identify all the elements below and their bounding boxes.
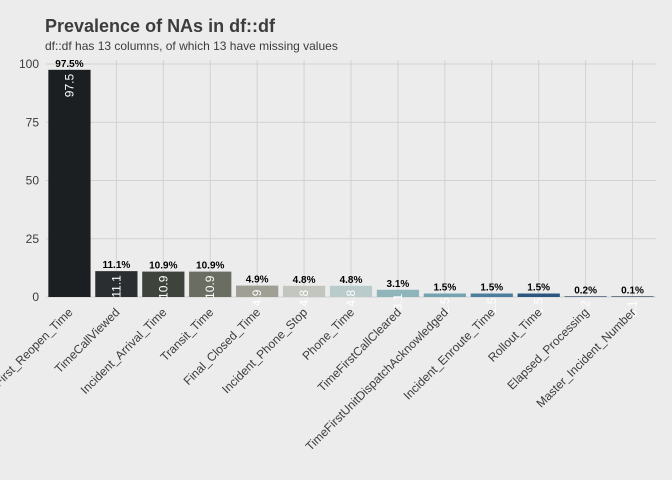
bar [517, 293, 560, 297]
chart-title: Prevalence of NAs in df::df [45, 16, 276, 36]
bar-inner-label: 0.1 [626, 300, 640, 317]
bar-inner-label: 4.9 [250, 289, 264, 306]
bar-inner-label: 0.2 [579, 300, 593, 317]
y-tick-label: 0 [32, 290, 39, 304]
bar-inner-label: 10.9 [203, 275, 217, 299]
bar-value-label: 3.1% [387, 279, 410, 290]
bar-inner-label: 97.5 [62, 74, 76, 98]
y-tick-label: 25 [26, 232, 40, 246]
bar [470, 293, 513, 297]
bar-value-label: 4.8% [340, 275, 363, 286]
bar [564, 296, 607, 297]
bar-value-label: 1.5% [433, 283, 456, 294]
bar-inner-label: 11.1 [109, 275, 123, 298]
bar-inner-label: 4.8 [297, 289, 311, 306]
bar-value-label: 11.1% [102, 260, 130, 271]
bar [236, 285, 279, 297]
bar-value-label: 10.9% [149, 261, 177, 272]
bar-value-label: 10.9% [196, 261, 224, 272]
bar-inner-label: 4.8 [344, 289, 358, 306]
y-tick-label: 75 [26, 115, 40, 129]
chart-subtitle: df::df has 13 columns, of which 13 have … [45, 39, 338, 53]
bar [282, 285, 326, 297]
bar [423, 293, 466, 297]
bars: 97.5 97.5% 11.1 11.1% 10.9 10.9% 10.9 10.9% 4.9 4… [48, 59, 654, 317]
bar-inner-label: 1.5 [438, 297, 452, 314]
bar [189, 271, 232, 297]
bar [329, 285, 373, 297]
bar [376, 289, 420, 297]
bar [48, 69, 91, 297]
bar-inner-label: 1.5 [532, 297, 546, 314]
bar-inner-label: 10.9 [156, 275, 170, 299]
bar [142, 271, 185, 297]
bar-inner-label: 1.5 [485, 297, 499, 314]
y-tick-label: 50 [26, 174, 40, 188]
bar-value-label: 97.5% [55, 59, 83, 70]
bar-inner-label: 3.1 [391, 293, 405, 310]
y-axis: 0 25 50 75 100 [19, 57, 39, 304]
bar-value-label: 1.5% [527, 283, 550, 294]
bar [611, 296, 654, 297]
bar-value-label: 4.8% [293, 275, 316, 286]
y-tick-label: 100 [19, 57, 39, 71]
bar-value-label: 4.9% [246, 275, 269, 286]
bar-value-label: 0.2% [574, 285, 597, 296]
bar-value-label: 0.1% [621, 285, 644, 296]
bar [95, 271, 138, 297]
bar-value-label: 1.5% [480, 283, 503, 294]
